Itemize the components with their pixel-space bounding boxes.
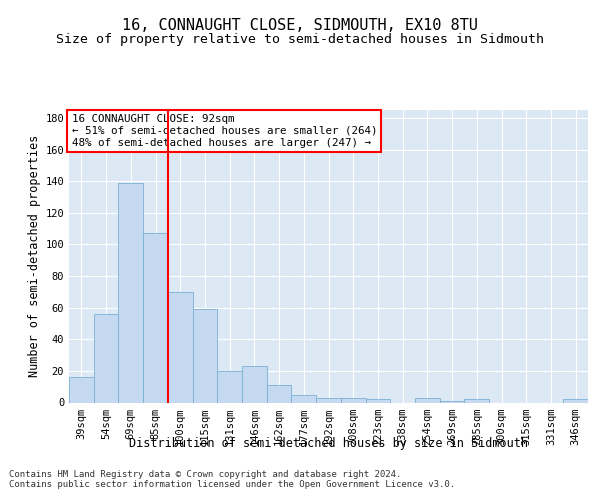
Bar xyxy=(415,398,440,402)
Text: Contains HM Land Registry data © Crown copyright and database right 2024.
Contai: Contains HM Land Registry data © Crown c… xyxy=(9,470,455,490)
Bar xyxy=(316,398,341,402)
Bar xyxy=(217,371,242,402)
Bar xyxy=(440,401,464,402)
Bar xyxy=(341,398,365,402)
Bar xyxy=(292,394,316,402)
Bar xyxy=(94,314,118,402)
Bar xyxy=(365,400,390,402)
Bar xyxy=(193,309,217,402)
Bar xyxy=(118,182,143,402)
Text: Distribution of semi-detached houses by size in Sidmouth: Distribution of semi-detached houses by … xyxy=(130,438,528,450)
Bar xyxy=(267,385,292,402)
Bar xyxy=(69,377,94,402)
Bar xyxy=(464,400,489,402)
Bar xyxy=(242,366,267,403)
Text: 16 CONNAUGHT CLOSE: 92sqm
← 51% of semi-detached houses are smaller (264)
48% of: 16 CONNAUGHT CLOSE: 92sqm ← 51% of semi-… xyxy=(71,114,377,148)
Y-axis label: Number of semi-detached properties: Number of semi-detached properties xyxy=(28,135,41,378)
Bar xyxy=(168,292,193,403)
Bar xyxy=(143,234,168,402)
Bar xyxy=(563,400,588,402)
Text: Size of property relative to semi-detached houses in Sidmouth: Size of property relative to semi-detach… xyxy=(56,32,544,46)
Text: 16, CONNAUGHT CLOSE, SIDMOUTH, EX10 8TU: 16, CONNAUGHT CLOSE, SIDMOUTH, EX10 8TU xyxy=(122,18,478,32)
